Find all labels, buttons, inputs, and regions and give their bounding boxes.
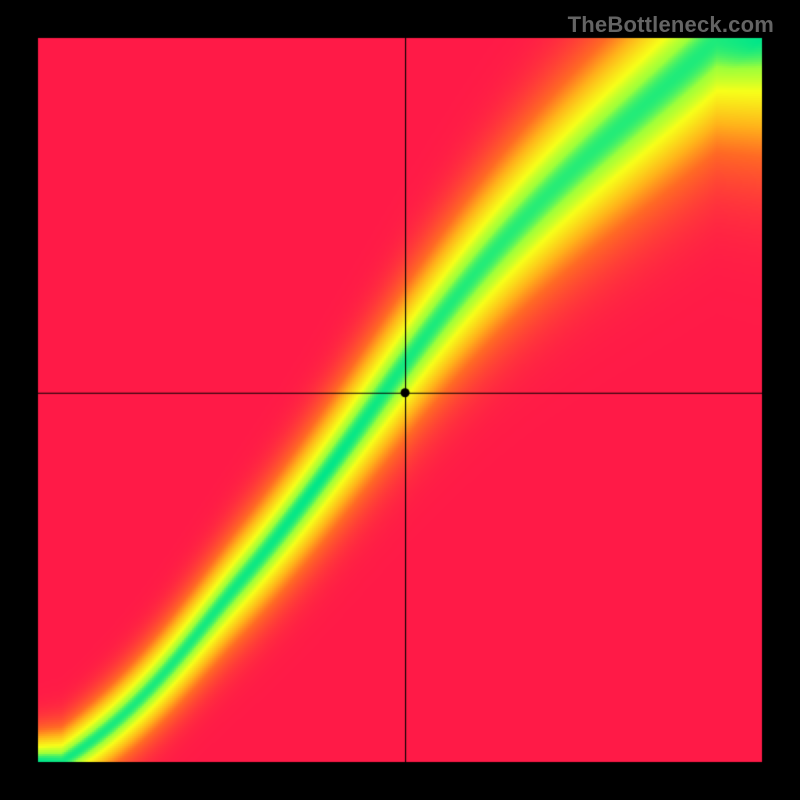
watermark-text: TheBottleneck.com <box>568 12 774 38</box>
chart-container: TheBottleneck.com <box>0 0 800 800</box>
heatmap-canvas <box>0 0 800 800</box>
